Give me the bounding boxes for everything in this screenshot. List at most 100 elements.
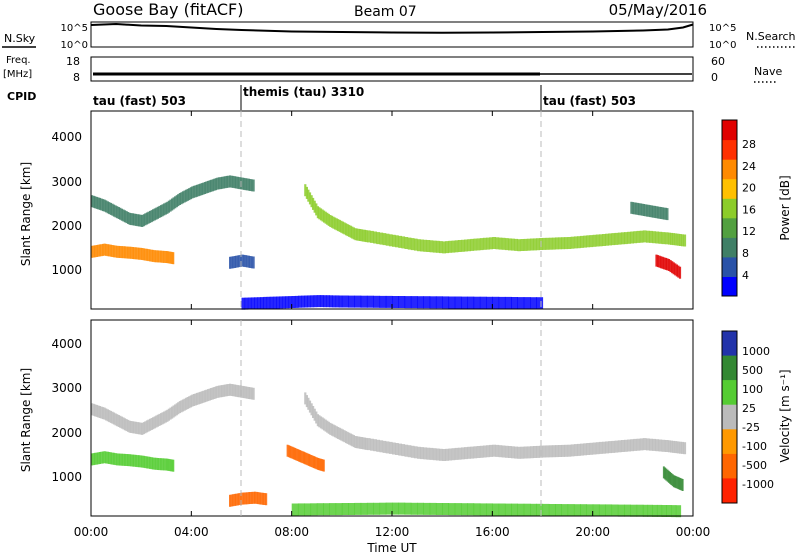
range-cell-p0-s3 bbox=[257, 297, 261, 310]
range-cell-p1-s4 bbox=[241, 492, 244, 505]
range-cell-p0-s0 bbox=[171, 251, 173, 264]
range-cell-p0-s1 bbox=[196, 184, 199, 197]
range-cell-p0-s0 bbox=[145, 248, 149, 261]
range-cell-p0-s1 bbox=[175, 195, 178, 208]
range-cell-p0-s2 bbox=[357, 228, 360, 241]
range-cell-p1-s3 bbox=[318, 458, 321, 471]
range-cell-p0-s0 bbox=[109, 244, 112, 257]
range-cell-p0-s5 bbox=[644, 204, 647, 217]
range-cell-p1-s2 bbox=[664, 440, 669, 452]
range-cell-p1-s3 bbox=[303, 451, 305, 464]
range-cell-p1-s2 bbox=[511, 446, 515, 459]
range-cell-p1-s1 bbox=[174, 404, 177, 417]
range-cell-p0-s1 bbox=[161, 204, 164, 217]
range-cell-p1-s1 bbox=[214, 386, 217, 399]
range-cell-p1-s3 bbox=[291, 446, 294, 459]
range-cell-p0-s5 bbox=[661, 207, 664, 220]
range-cell-p1-s3 bbox=[309, 454, 312, 467]
range-cell-p1-s1 bbox=[191, 394, 194, 407]
range-cell-p1-s5 bbox=[310, 503, 318, 516]
range-cell-p1-s0 bbox=[108, 452, 111, 464]
range-cell-p1-s2 bbox=[676, 441, 680, 454]
range-cell-p1-s4 bbox=[239, 492, 243, 505]
range-cell-p1-s0 bbox=[128, 454, 131, 467]
range-cell-p1-s2 bbox=[423, 447, 428, 460]
range-cell-p1-s3 bbox=[316, 457, 319, 470]
range-cell-p1-s1 bbox=[164, 410, 167, 423]
range-cell-p0-s1 bbox=[243, 177, 246, 190]
range-cell-p1-s1 bbox=[249, 387, 252, 400]
range-cell-p0-s2 bbox=[617, 232, 622, 245]
range-cell-p0-s6 bbox=[656, 255, 660, 268]
range-cell-p1-s2 bbox=[448, 448, 453, 461]
range-cell-p0-s2 bbox=[420, 239, 424, 252]
range-cell-p1-s2 bbox=[442, 449, 446, 461]
range-cell-p1-s2 bbox=[482, 445, 487, 458]
range-cell-p1-s5 bbox=[291, 503, 299, 516]
range-cell-p0-s2 bbox=[611, 233, 616, 246]
range-cell-p0-s0 bbox=[164, 251, 167, 263]
range-cell-p0-s2 bbox=[335, 218, 338, 231]
range-cell-p1-s5 bbox=[592, 504, 600, 517]
range-cell-p0-s0 bbox=[94, 245, 97, 258]
range-cell-p0-s1 bbox=[98, 197, 101, 210]
range-cell-p1-s5 bbox=[542, 503, 550, 516]
range-cell-p1-s4 bbox=[261, 492, 265, 505]
range-cell-p0-s5 bbox=[642, 204, 645, 216]
range-cell-p0-s2 bbox=[577, 236, 581, 249]
range-cell-p1-s2 bbox=[580, 443, 584, 456]
range-cell-p1-s2 bbox=[605, 441, 609, 454]
range-cell-p1-s1 bbox=[161, 412, 164, 425]
range-cell-p0-s1 bbox=[219, 177, 222, 190]
range-cell-p1-s1 bbox=[207, 389, 210, 402]
range-cell-p0-s1 bbox=[192, 185, 196, 198]
power-ytick-3000: 3000 bbox=[51, 175, 82, 189]
range-cell-p1-s6 bbox=[677, 477, 680, 490]
range-cell-p0-s2 bbox=[530, 238, 534, 251]
range-cell-p0-s2 bbox=[614, 232, 619, 245]
power-colorbar-tick: 28 bbox=[742, 138, 756, 151]
range-cell-p1-s2 bbox=[589, 442, 594, 455]
range-cell-p1-s1 bbox=[117, 415, 120, 427]
range-cell-p1-s1 bbox=[144, 421, 147, 434]
range-cell-p1-s2 bbox=[357, 436, 360, 449]
velocity-colorbar-tick: -1000 bbox=[742, 478, 774, 491]
range-cell-p1-s3 bbox=[297, 449, 300, 462]
range-cell-p1-s1 bbox=[196, 392, 199, 405]
range-cell-p0-s1 bbox=[205, 181, 208, 194]
range-cell-p1-s2 bbox=[642, 438, 647, 451]
power-colorbar-tick: 20 bbox=[742, 182, 756, 195]
range-cell-p0-s3 bbox=[341, 295, 349, 308]
range-cell-p1-s2 bbox=[355, 436, 359, 449]
range-cell-p0-s1 bbox=[138, 214, 141, 227]
velocity-colorbar-bin bbox=[722, 404, 737, 430]
range-cell-p0-s5 bbox=[655, 206, 658, 219]
power-colorbar-bin bbox=[722, 276, 737, 297]
range-cell-p1-s1 bbox=[125, 419, 128, 432]
cpid-segment-2: themis (tau) 3310 bbox=[243, 85, 364, 99]
nsearch-label: N.Search bbox=[746, 30, 796, 43]
range-cell-p0-s2 bbox=[492, 237, 496, 249]
range-cell-p0-s1 bbox=[125, 211, 128, 224]
range-cell-p1-s2 bbox=[551, 445, 556, 458]
range-cell-p1-s5 bbox=[467, 503, 475, 516]
range-cell-p0-s2 bbox=[523, 238, 528, 251]
range-cell-p1-s0 bbox=[152, 457, 155, 470]
cpid-label: CPID bbox=[7, 90, 36, 103]
range-cell-p1-s1 bbox=[134, 421, 138, 434]
range-cell-p1-s5 bbox=[642, 504, 649, 517]
range-cell-p0-s4 bbox=[243, 254, 246, 267]
range-cell-p1-s0 bbox=[170, 459, 172, 472]
power-colorbar-tick: 8 bbox=[742, 247, 749, 260]
range-cell-p0-s2 bbox=[482, 237, 487, 250]
range-cell-p0-s1 bbox=[211, 179, 214, 192]
range-cell-p0-s2 bbox=[439, 241, 443, 254]
range-cell-p0-s1 bbox=[122, 209, 125, 222]
range-cell-p1-s5 bbox=[379, 502, 387, 515]
range-cell-p0-s1 bbox=[97, 197, 100, 210]
range-cell-p1-s5 bbox=[329, 503, 337, 516]
range-cell-p1-s2 bbox=[646, 438, 650, 451]
range-cell-p0-s1 bbox=[238, 177, 241, 190]
power-colorbar-bin bbox=[722, 198, 737, 219]
range-cell-p0-s2 bbox=[467, 239, 471, 252]
